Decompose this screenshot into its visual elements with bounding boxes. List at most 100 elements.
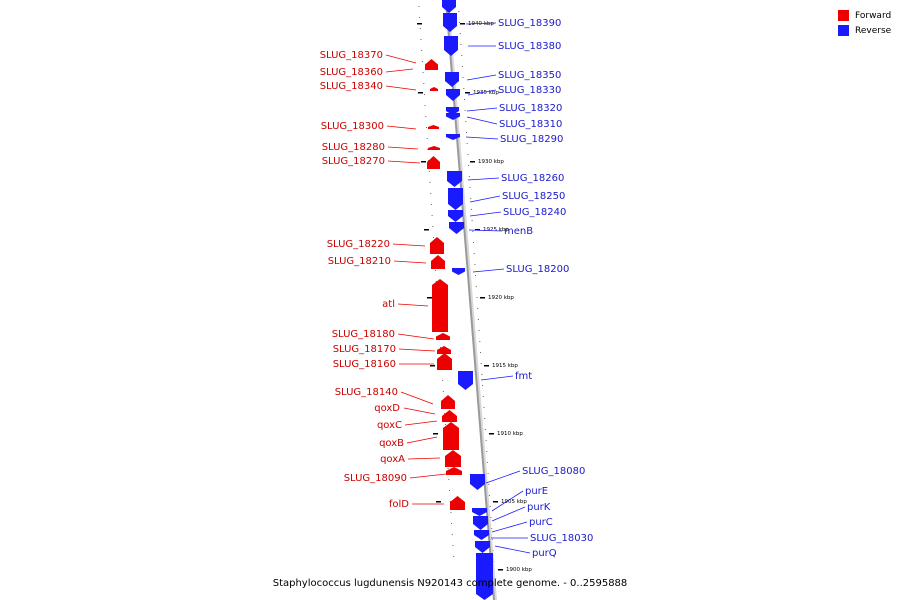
reverse-gene[interactable] [448,188,463,210]
forward-gene-label[interactable]: SLUG_18360 [320,67,383,78]
track-dot [418,6,420,7]
reverse-gene-label[interactable]: SLUG_18030 [530,533,593,544]
forward-gene[interactable] [430,237,444,254]
forward-gene[interactable] [442,410,457,422]
reverse-leader-line [480,375,514,381]
reverse-gene-label[interactable]: SLUG_18310 [499,119,562,130]
reverse-gene[interactable] [449,222,464,234]
reverse-gene[interactable] [452,268,465,275]
reverse-gene-label[interactable]: SLUG_18250 [502,191,565,202]
forward-gene-label[interactable]: qoxB [379,438,404,449]
track-dot [444,424,446,425]
reverse-gene[interactable] [473,516,488,530]
forward-gene-label[interactable]: SLUG_18300 [321,121,384,132]
forward-leader-line [398,348,436,352]
forward-gene-label[interactable]: SLUG_18140 [335,387,398,398]
reverse-gene[interactable] [447,171,462,187]
reverse-gene-label[interactable]: purQ [532,548,557,559]
forward-gene-label[interactable]: qoxC [377,420,402,431]
track-dot [467,154,469,155]
reverse-gene[interactable] [458,371,473,390]
forward-gene[interactable] [443,422,459,450]
reverse-gene[interactable] [445,72,459,87]
track-dot [484,429,486,430]
forward-gene[interactable] [445,450,461,467]
reverse-gene-label[interactable]: SLUG_18320 [499,103,562,114]
track-dot [468,176,470,177]
reverse-gene[interactable] [470,474,485,490]
track-dot [482,396,484,397]
track-dot [428,160,430,161]
forward-gene[interactable] [430,87,438,91]
reverse-gene-label[interactable]: menB [504,226,533,237]
forward-leader-line [387,146,419,150]
forward-gene[interactable] [437,346,451,354]
scale-tick [424,229,429,231]
forward-gene-label[interactable]: SLUG_18210 [328,256,391,267]
reverse-gene-label[interactable]: SLUG_18290 [500,134,563,145]
scale-tick [465,92,470,94]
forward-gene[interactable] [427,156,440,169]
reverse-leader-line [468,229,503,232]
forward-gene[interactable] [436,333,450,340]
forward-gene-label[interactable]: SLUG_18270 [322,156,385,167]
track-dot [485,440,487,441]
forward-gene-label[interactable]: atl [382,299,395,310]
track-dot [480,363,482,364]
forward-gene-label[interactable]: SLUG_18220 [327,239,390,250]
reverse-gene[interactable] [474,530,489,540]
forward-gene[interactable] [431,255,445,269]
reverse-leader-line [465,136,499,140]
reverse-gene-label[interactable]: SLUG_18240 [503,207,566,218]
scale-tick [418,92,423,94]
forward-gene[interactable] [437,353,452,370]
forward-gene-label[interactable]: SLUG_18340 [320,81,383,92]
reverse-gene-label[interactable]: SLUG_18390 [498,18,561,29]
scale-tick [475,229,480,231]
reverse-gene[interactable] [472,508,487,516]
forward-gene-label[interactable]: SLUG_18170 [333,344,396,355]
reverse-gene[interactable] [446,113,460,120]
track-dot [468,165,470,166]
track-dot [465,121,467,122]
reverse-gene[interactable] [443,13,457,32]
forward-gene[interactable] [450,496,465,510]
forward-gene[interactable] [432,279,448,332]
reverse-gene-label[interactable]: SLUG_18330 [498,85,561,96]
reverse-swatch [838,25,849,36]
reverse-gene[interactable] [442,0,456,13]
reverse-gene-label[interactable]: SLUG_18260 [501,173,564,184]
forward-gene-label[interactable]: SLUG_18160 [333,359,396,370]
forward-gene[interactable] [446,467,462,475]
reverse-gene-label[interactable]: fmt [515,371,532,382]
scale-tick-label: 1935 kbp [473,90,499,96]
forward-gene[interactable] [441,395,455,409]
forward-leader-line [385,54,417,64]
reverse-gene-label[interactable]: purC [529,517,553,528]
forward-gene-label[interactable]: folD [389,499,409,510]
forward-leader-line [407,457,441,460]
reverse-gene[interactable] [446,89,460,101]
forward-gene[interactable] [428,146,440,150]
reverse-gene[interactable] [475,541,490,553]
forward-gene-label[interactable]: qoxD [374,403,400,414]
reverse-leader-line [466,107,498,112]
reverse-gene-label[interactable]: SLUG_18380 [498,41,561,52]
forward-gene-label[interactable]: SLUG_18090 [344,473,407,484]
forward-gene-label[interactable]: SLUG_18180 [332,329,395,340]
reverse-gene-label[interactable]: purE [525,486,548,497]
track-dot [453,556,455,557]
forward-gene[interactable] [428,125,439,129]
reverse-gene-label[interactable]: SLUG_18080 [522,466,585,477]
forward-gene-label[interactable]: SLUG_18370 [320,50,383,61]
reverse-gene[interactable] [476,553,493,600]
reverse-gene[interactable] [444,36,458,56]
forward-gene-label[interactable]: qoxA [380,454,405,465]
reverse-gene-label[interactable]: SLUG_18200 [506,264,569,275]
reverse-gene[interactable] [446,134,460,140]
reverse-gene-label[interactable]: purK [527,502,551,513]
forward-gene[interactable] [425,59,438,70]
reverse-gene[interactable] [448,210,463,222]
reverse-gene-label[interactable]: SLUG_18350 [498,70,561,81]
forward-gene-label[interactable]: SLUG_18280 [322,142,385,153]
